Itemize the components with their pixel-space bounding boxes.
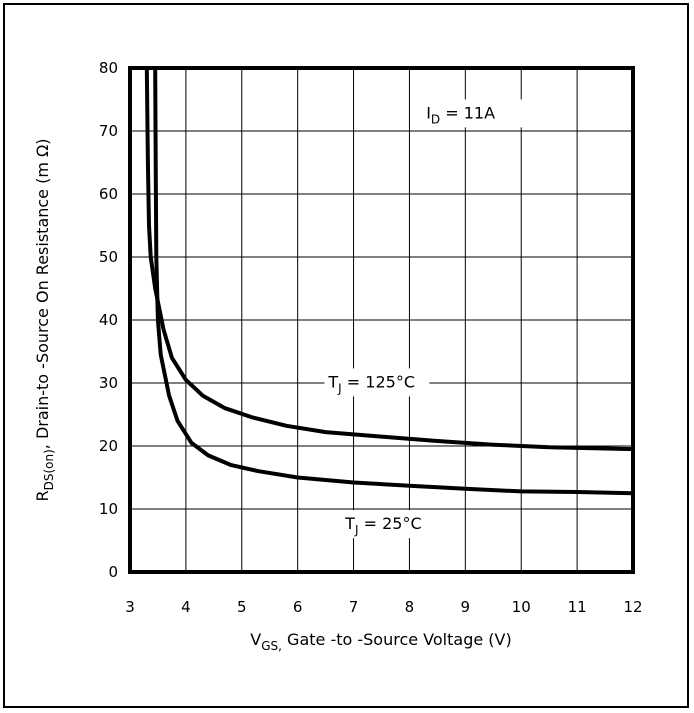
x-tick-labels: 3 4 5 6 7 8 9 10 11 12 (125, 598, 642, 616)
annotation-bg (341, 510, 447, 539)
x-tick-label: 5 (237, 598, 247, 616)
y-tick-label: 80 (99, 59, 118, 77)
y-tick-label: 70 (99, 122, 118, 140)
annotation-bg (422, 99, 528, 128)
annotation-bg (324, 368, 430, 397)
x-tick-label: 11 (568, 598, 587, 616)
y-tick-labels: 0 10 20 30 40 50 60 70 80 (99, 59, 118, 581)
annotations: ID = 11A TJ = 125°C TJ = 25°C (324, 99, 528, 539)
x-tick-label: 7 (349, 598, 359, 616)
x-tick-label: 9 (461, 598, 471, 616)
series-line-2 (153, 67, 634, 496)
y-axis-label: RDS(on), Drain-to -Source On Resistance … (33, 139, 56, 502)
y-tick-label: 20 (99, 437, 118, 455)
x-tick-label: 10 (512, 598, 531, 616)
series-group (144, 67, 634, 496)
x-tick-label: 6 (293, 598, 303, 616)
y-tick-label: 30 (99, 374, 118, 392)
annotation: TJ = 125°C (327, 372, 415, 395)
x-tick-label: 8 (405, 598, 415, 616)
annotation: TJ = 25°C (344, 514, 421, 537)
y-tick-label: 60 (99, 185, 118, 203)
figure-frame (3, 3, 689, 708)
series-line-1 (144, 67, 634, 452)
grid (129, 67, 634, 573)
x-tick-label: 4 (181, 598, 191, 616)
y-tick-label: 40 (99, 311, 118, 329)
y-tick-label: 0 (108, 563, 118, 581)
x-axis-label: VGS, Gate -to -Source Voltage (V) (250, 630, 511, 653)
y-tick-label: 50 (99, 248, 118, 266)
x-tick-label: 12 (623, 598, 642, 616)
y-tick-label: 10 (99, 500, 118, 518)
annotation: ID = 11A (426, 103, 495, 126)
x-tick-label: 3 (125, 598, 135, 616)
plot-border (128, 66, 635, 574)
